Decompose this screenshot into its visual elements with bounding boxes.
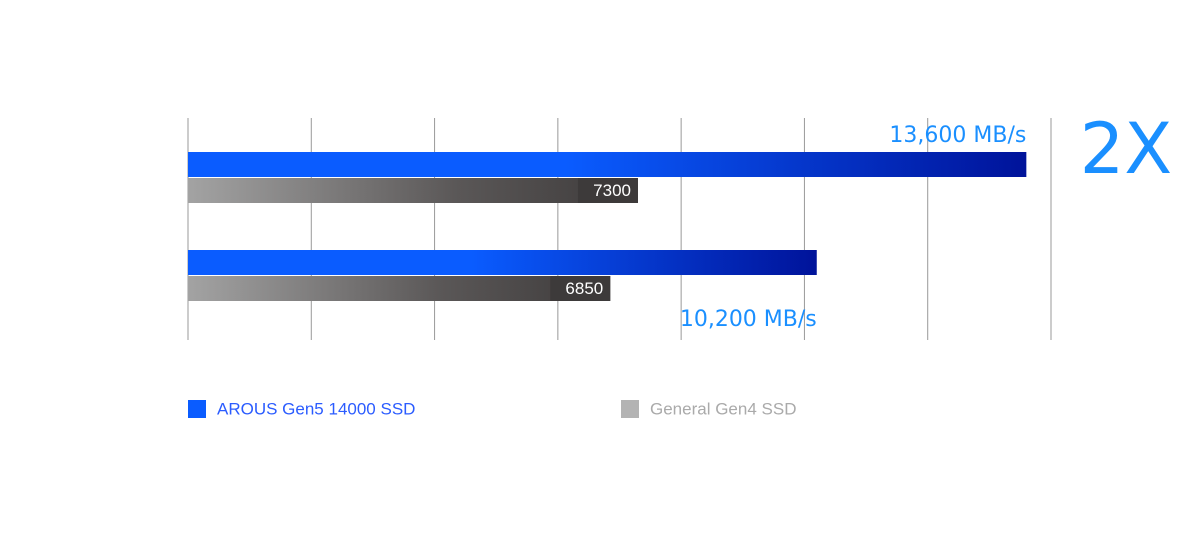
value-label: 10,200 MB/s bbox=[680, 307, 817, 332]
legend-swatch bbox=[188, 400, 206, 418]
value-label: 7300 bbox=[593, 181, 631, 200]
legend-label: General Gen4 SSD bbox=[650, 399, 796, 418]
bar bbox=[188, 276, 611, 301]
bar bbox=[188, 250, 817, 275]
value-label: 6850 bbox=[565, 279, 603, 298]
value-label-bg bbox=[550, 276, 611, 301]
annotation: 2X bbox=[1080, 108, 1173, 190]
bar bbox=[188, 178, 638, 203]
value-label-bg bbox=[577, 178, 638, 203]
legend-label: AROUS Gen5 14000 SSD bbox=[217, 399, 415, 418]
value-label: 13,600 MB/s bbox=[889, 123, 1026, 148]
legend-swatch bbox=[621, 400, 639, 418]
bar bbox=[188, 152, 1027, 177]
